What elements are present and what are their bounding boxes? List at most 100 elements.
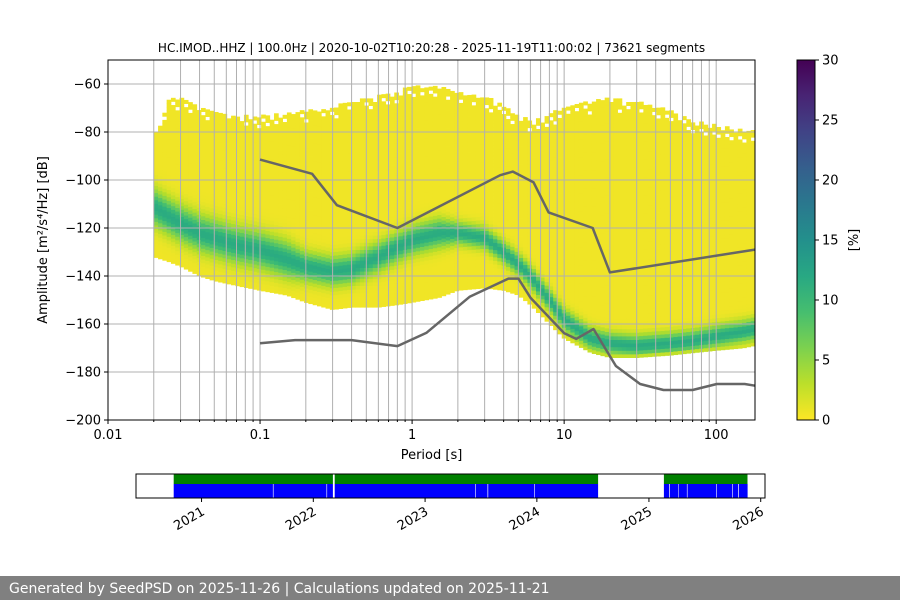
psd-cell (235, 167, 241, 172)
psd-cell (505, 169, 511, 174)
psd-cell (505, 288, 511, 293)
psd-cell (437, 286, 442, 291)
psd-cell (261, 125, 266, 130)
psd-cell (153, 192, 159, 197)
psd-cell (175, 193, 180, 198)
psd-cell (445, 103, 451, 108)
psd-cell (286, 231, 292, 236)
psd-cell (557, 240, 563, 245)
psd-cell (488, 202, 494, 207)
psd-cell (505, 122, 511, 127)
psd-cell (535, 251, 541, 256)
psd-cell (286, 242, 292, 247)
psd-cell (527, 196, 533, 201)
psd-cell (325, 261, 331, 266)
psd-cell (261, 186, 266, 191)
psd-cell (535, 283, 541, 288)
psd-cell (338, 164, 344, 169)
psd-cell (462, 156, 468, 161)
psd-cell (445, 258, 451, 263)
psd-cell (218, 260, 223, 265)
psd-cell (475, 173, 481, 178)
psd-cell (153, 145, 159, 150)
psd-cell (213, 212, 219, 217)
psd-cell (209, 150, 215, 155)
psd-cell (450, 206, 455, 211)
psd-cell (201, 161, 206, 166)
psd-cell (282, 114, 288, 119)
psd-cell (188, 224, 193, 229)
psd-cell (226, 251, 232, 256)
psd-cell (175, 103, 180, 108)
psd-cell (493, 195, 498, 200)
psd-cell (544, 137, 550, 142)
psd-cell (243, 118, 249, 123)
psd-cell (256, 282, 262, 287)
psd-cell (471, 267, 477, 272)
psd-cell (243, 193, 249, 198)
psd-cell (531, 275, 537, 280)
psd-cell (188, 199, 193, 204)
psd-cell (428, 115, 434, 120)
psd-cell (282, 219, 288, 224)
psd-cell (377, 217, 382, 222)
psd-cell (355, 267, 361, 272)
psd-cell (235, 116, 241, 121)
psd-cell (493, 192, 498, 197)
psd-cell (286, 227, 292, 232)
psd-cell (518, 135, 524, 140)
psd-cell (368, 235, 374, 240)
psd-cell (308, 235, 314, 240)
psd-cell (527, 163, 533, 168)
psd-cell (398, 235, 404, 240)
psd-cell (557, 193, 563, 198)
psd-cell (269, 188, 275, 193)
psd-cell (252, 278, 258, 283)
psd-cell (557, 135, 563, 140)
psd-cell (428, 270, 434, 275)
psd-cell (368, 98, 374, 103)
psd-cell (308, 123, 314, 128)
psd-cell (256, 182, 262, 187)
psd-cell (377, 127, 382, 132)
psd-cell (359, 159, 365, 164)
psd-cell (475, 209, 481, 214)
psd-cell (342, 113, 348, 118)
psd-cell (325, 178, 331, 183)
psd-cell (420, 145, 425, 150)
psd-cell (213, 155, 219, 160)
psd-cell (557, 189, 563, 194)
psd-cell (304, 208, 309, 213)
psd-cell (484, 97, 490, 102)
psd-cell (166, 128, 172, 133)
psd-cell (475, 176, 481, 181)
psd-cell (265, 194, 271, 199)
psd-cell (540, 144, 545, 149)
psd-cell (441, 101, 447, 106)
psd-cell (420, 286, 425, 291)
psd-cell (385, 230, 391, 235)
psd-cell (183, 254, 189, 259)
psd-cell (553, 228, 558, 233)
psd-cell (493, 109, 498, 114)
psd-cell (445, 250, 451, 255)
psd-cell (265, 219, 271, 224)
psd-cell (231, 281, 236, 286)
psd-cell (209, 164, 215, 169)
psd-cell (316, 122, 322, 127)
psd-cell (213, 187, 219, 192)
psd-cell (497, 225, 503, 230)
psd-cell (342, 239, 348, 244)
psd-cell (484, 173, 490, 178)
psd-cell (368, 296, 374, 301)
psd-cell (480, 227, 485, 232)
psd-cell (209, 251, 215, 256)
psd-cell (540, 248, 545, 253)
psd-cell (308, 184, 314, 189)
psd-cell (183, 117, 189, 122)
psd-cell (312, 243, 318, 248)
psd-cell (274, 217, 279, 222)
psd-cell (415, 186, 421, 191)
psd-cell (153, 189, 159, 194)
psd-cell (355, 238, 361, 243)
